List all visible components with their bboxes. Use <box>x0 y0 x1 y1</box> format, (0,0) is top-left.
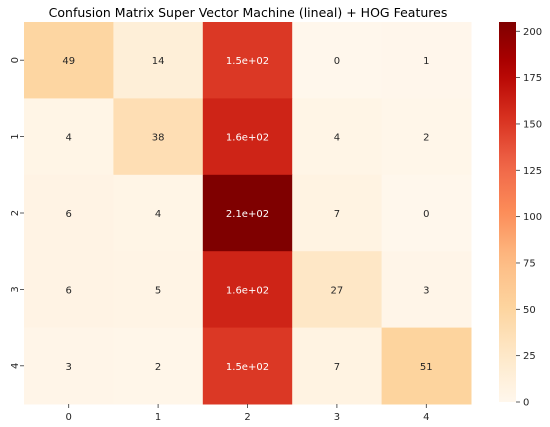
cell-label-3-4: 3 <box>423 285 429 296</box>
cell-label-1-2: 1.6e+02 <box>226 133 269 144</box>
cell-label-4-3: 7 <box>334 362 340 373</box>
cell-label-2-1: 4 <box>155 209 161 220</box>
heatmap-cell-1-3 <box>292 98 383 176</box>
colorbar-tick-label-2: 50 <box>523 305 536 316</box>
cell-label-0-2: 1.5e+02 <box>226 56 269 67</box>
colorbar-tick-label-5: 125 <box>523 166 542 177</box>
colorbar-tick-label-7: 175 <box>523 73 542 84</box>
chart-title: Confusion Matrix Super Vector Machine (l… <box>49 5 448 20</box>
cell-label-4-2: 1.5e+02 <box>226 362 269 373</box>
x-tick-label-2: 2 <box>244 412 250 423</box>
y-tick-label-4: 4 <box>10 363 21 369</box>
cell-label-1-1: 38 <box>152 133 165 144</box>
heatmap-cell-3-4 <box>381 251 472 329</box>
cell-label-3-0: 6 <box>66 285 72 296</box>
x-axis: 0 1 2 3 4 <box>66 404 429 423</box>
y-tick-label-3: 3 <box>10 286 21 292</box>
cell-label-2-0: 6 <box>66 209 72 220</box>
colorbar-tick-label-0: 0 <box>523 398 529 409</box>
cell-label-3-1: 5 <box>155 285 161 296</box>
cell-label-0-4: 1 <box>423 56 429 67</box>
x-tick-label-4: 4 <box>423 412 429 423</box>
cell-label-4-1: 2 <box>155 362 161 373</box>
heatmap-cells: 49 14 1.5e+02 0 14 38 1.6e+02 4 26 4 2.1e+02 7 06 5 1.… <box>24 22 472 405</box>
colorbar-tick-label-6: 150 <box>523 119 542 130</box>
heatmap-cell-4-0 <box>24 327 114 405</box>
cell-label-1-0: 4 <box>66 133 72 144</box>
y-tick-label-0: 0 <box>10 57 21 63</box>
heatmap-cell-4-1 <box>113 327 204 405</box>
cell-label-2-2: 2.1e+02 <box>226 209 269 220</box>
cell-label-2-3: 7 <box>334 209 340 220</box>
heatmap-cell-1-2 <box>202 98 293 176</box>
heatmap-cell-2-3 <box>292 174 383 252</box>
colorbar-tick-label-8: 200 <box>523 27 542 38</box>
colorbar-tick-label-4: 100 <box>523 212 542 223</box>
cell-label-0-1: 14 <box>152 56 165 67</box>
heatmap-cell-1-4 <box>381 98 472 176</box>
heatmap-cell-3-2 <box>202 251 293 329</box>
cell-label-3-2: 1.6e+02 <box>226 285 269 296</box>
heatmap-cell-2-2 <box>202 174 293 252</box>
colorbar-gradient <box>499 22 516 402</box>
heatmap-cell-3-0 <box>24 251 114 329</box>
cell-label-0-3: 0 <box>334 56 340 67</box>
heatmap-cell-3-1 <box>113 251 204 329</box>
cell-label-4-4: 51 <box>420 362 433 373</box>
cell-label-1-4: 2 <box>423 133 429 144</box>
heatmap-cell-2-1 <box>113 174 204 252</box>
heatmap-cell-2-0 <box>24 174 114 252</box>
cell-label-0-0: 49 <box>62 56 75 67</box>
heatmap-cell-1-1 <box>113 98 204 176</box>
heatmap-cell-3-3 <box>292 251 383 329</box>
heatmap-cell-2-4 <box>381 174 472 252</box>
cell-label-1-3: 4 <box>334 133 340 144</box>
heatmap-cell-4-4 <box>381 327 472 405</box>
heatmap-cell-4-2 <box>202 327 293 405</box>
colorbar-tick-label-3: 75 <box>523 258 536 269</box>
y-axis: 0 1 2 3 4 <box>10 57 24 369</box>
heatmap-cell-0-4 <box>381 22 472 99</box>
y-tick-label-2: 2 <box>10 210 21 216</box>
x-tick-label-3: 3 <box>334 412 340 423</box>
heatmap-cell-0-1 <box>113 22 204 99</box>
heatmap-cell-0-0 <box>24 22 114 99</box>
heatmap-cell-1-0 <box>24 98 114 176</box>
colorbar-tick-label-1: 25 <box>523 351 536 362</box>
y-tick-label-1: 1 <box>10 133 21 139</box>
x-tick-label-0: 0 <box>66 412 72 423</box>
heatmap-cell-0-2 <box>202 22 293 99</box>
heatmap-cell-4-3 <box>292 327 383 405</box>
x-tick-label-1: 1 <box>155 412 161 423</box>
cell-label-4-0: 3 <box>66 362 72 373</box>
cell-label-2-4: 0 <box>423 209 429 220</box>
cell-label-3-3: 27 <box>331 285 344 296</box>
colorbar: 0 25 50 75 100 125 150 175 200 <box>499 22 542 409</box>
heatmap-cell-0-3 <box>292 22 383 99</box>
